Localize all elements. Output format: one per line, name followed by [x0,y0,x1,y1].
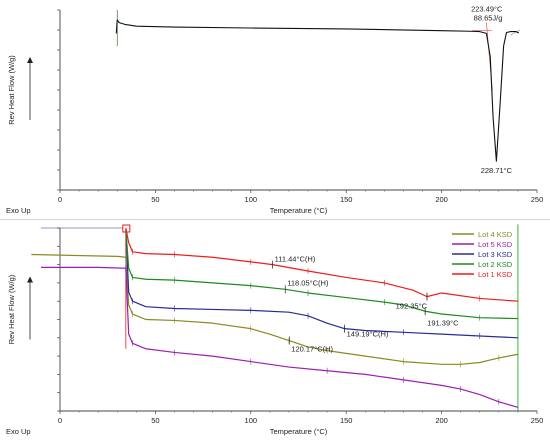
y-axis-title: Rev Heat Flow (W/g) [7,274,16,344]
x-tick-label: 250 [531,195,544,204]
annotation-label: 191.39°C [427,318,459,327]
series-line-lot-4-ksd [31,253,519,365]
series-line-lot-3-ksd [125,229,518,339]
y-axis-arrow-head [27,57,33,63]
x-tick-label: 150 [340,195,353,204]
annotation-label: 192.35°C [396,302,428,311]
legend-entry: Lot 5 KSD [478,240,513,249]
x-tick-label: 0 [58,195,62,204]
exo-up-label: Exo Up [6,427,31,436]
legend-entry: Lot 4 KSD [478,230,513,239]
legend-entry: Lot 1 KSD [478,270,513,279]
x-tick-label: 250 [531,416,544,425]
x-tick-label: 50 [151,195,159,204]
x-tick-label: 150 [340,416,353,425]
legend-entry: Lot 2 KSD [478,260,513,269]
exo-up-label: Exo Up [6,206,31,215]
series-line-0-0 [115,19,520,162]
legend-entry: Lot 3 KSD [478,250,513,259]
annotation-label: 120.17°C(H) [291,345,333,354]
x-tick-label: 50 [151,416,159,425]
x-tick-label: 100 [245,195,258,204]
x-tick-label: 0 [58,416,62,425]
series-line-lot-1-ksd [125,227,518,302]
x-tick-label: 100 [245,416,258,425]
annotation-label: 118.05°C(H) [287,278,329,287]
annotation-label: 88.65J/g [474,14,503,23]
annotation-label: 228.71°C [481,166,513,175]
annotation-label: 149.19°C(H) [347,330,389,339]
x-tick-label: 200 [435,416,448,425]
y-axis-arrow-head [27,276,33,283]
baseline-marker [510,29,520,36]
x-axis-title: Temperature (°C) [270,427,328,436]
y-axis-title: Rev Heat Flow (W/g) [7,55,16,125]
series-line-lot-5-ksd [40,266,519,408]
x-axis-title: Temperature (°C) [270,206,328,215]
panel-bottom-mdsc-lots: 0 50 100 150 200 250 Temperature (°C) Rev Heat … [6,224,543,436]
panel-top-dsc: 0 50 100 150 200 250 Temperature (°C) Rev Heat … [6,5,543,215]
annotation-label: 223.49°C [471,5,503,14]
x-tick-label: 200 [435,195,448,204]
series-line-lot-2-ksd [125,228,518,320]
annotation-label: 111.44°C(H) [275,255,316,264]
